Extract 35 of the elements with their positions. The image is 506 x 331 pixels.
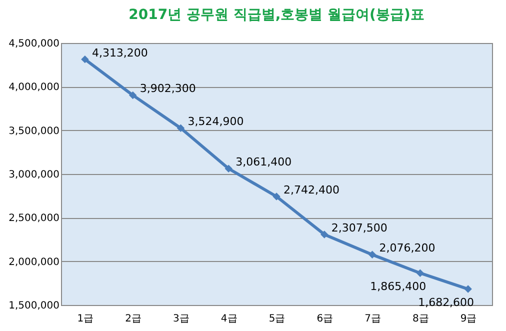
y-tick-label: 3,000,000: [8, 170, 60, 180]
x-tick-label: 6급: [316, 314, 334, 324]
point: [176, 124, 185, 132]
data-label: 2,307,500: [331, 221, 388, 234]
point: [128, 91, 137, 100]
y-tick-label: 4,000,000: [8, 82, 60, 94]
x-tick-label: 4급: [220, 314, 238, 324]
x-tick-label: 7급: [364, 314, 381, 324]
y-tick-label: 3,500,000: [8, 126, 60, 137]
y-tick-label: 2,500,000: [8, 213, 60, 224]
point: [416, 269, 424, 277]
point: [464, 285, 472, 293]
x-tick-label: 3급: [173, 314, 190, 324]
point: [320, 230, 328, 238]
data-label: 1,682,600: [418, 296, 474, 310]
data-label: 2,076,200: [379, 242, 436, 255]
data-label: 3,061,400: [236, 156, 292, 169]
point: [81, 55, 89, 64]
x-tick-label: 8급: [412, 314, 429, 324]
y-tick-label: 1,500,000: [8, 300, 60, 312]
x-tick-label: 1급: [77, 314, 94, 324]
point: [272, 192, 280, 200]
data-label: 1,865,400: [370, 280, 426, 294]
y-tick-label: 2,000,000: [8, 256, 60, 268]
point: [368, 250, 376, 259]
data-label: 2,742,400: [284, 183, 340, 196]
x-tick-label: 9급: [460, 314, 477, 324]
data-label: 3,524,900: [188, 115, 244, 128]
x-tick-label: 2급: [125, 314, 142, 324]
data-label: 3,902,300: [140, 82, 196, 96]
x-tick-label: 5급: [268, 314, 286, 324]
point: [224, 164, 232, 173]
y-tick-label: 4,500,000: [8, 38, 60, 50]
data-label: 4,313,200: [92, 46, 148, 60]
chart-title: 2017년 공무원 직급별,호봉별 월급여(봉급)표: [128, 7, 424, 23]
